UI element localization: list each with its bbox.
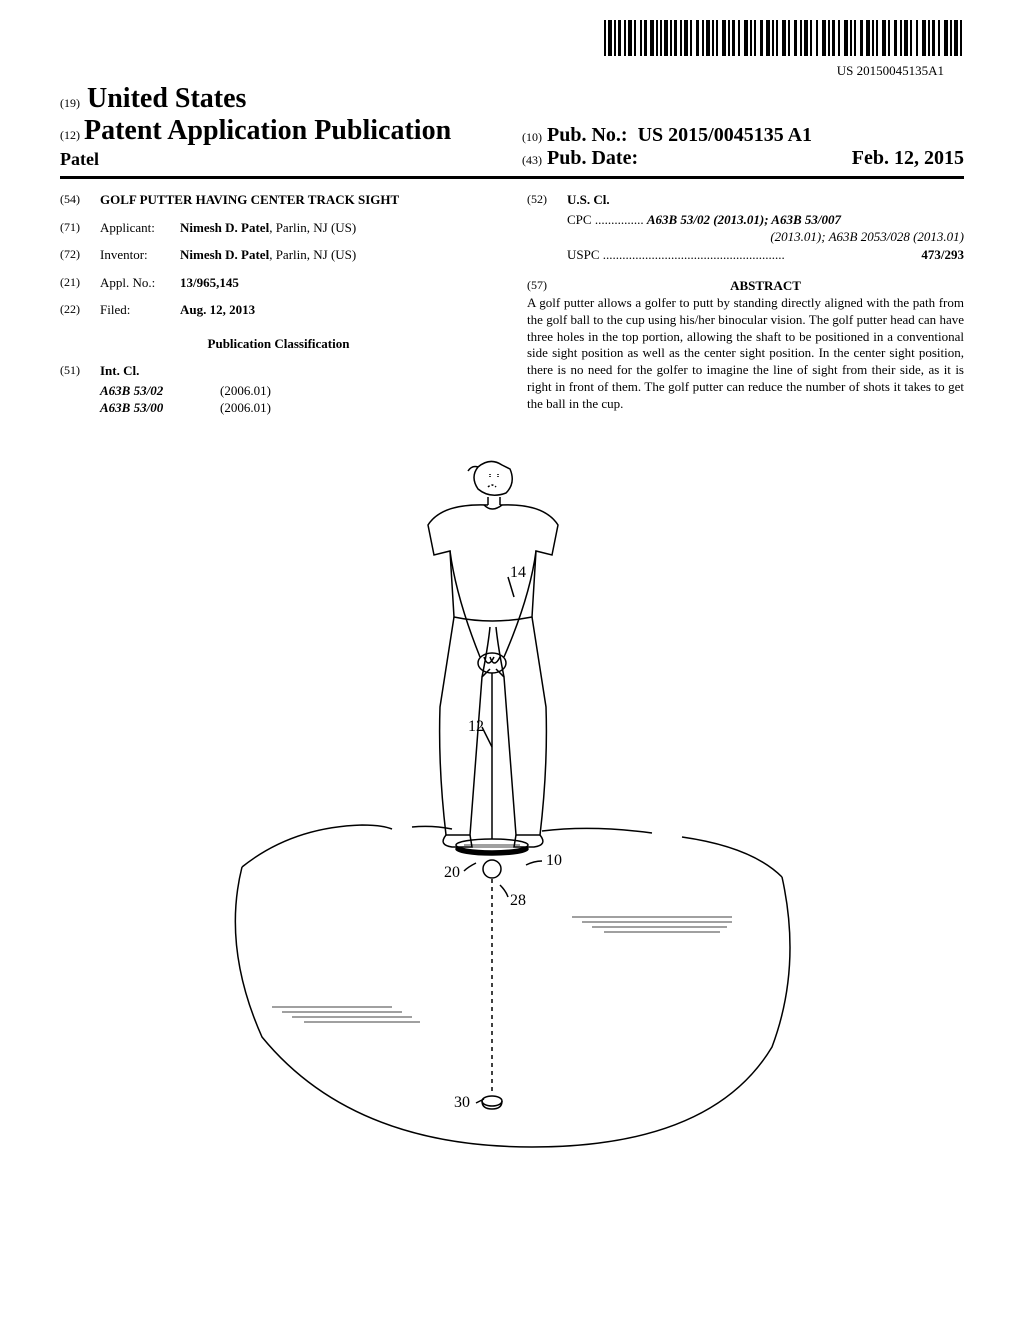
intcl-label: Int. Cl. xyxy=(100,363,139,378)
right-column: (52) U.S. Cl. CPC ............... A63B 5… xyxy=(527,191,964,417)
applicant-loc: , Parlin, NJ (US) xyxy=(269,220,356,235)
applicant-label: Applicant: xyxy=(100,219,180,237)
inventor-label: Inventor: xyxy=(100,246,180,264)
country: United States xyxy=(87,83,246,114)
pub-class-heading: Publication Classification xyxy=(60,335,497,353)
header-left: (19) United States (12) Patent Applicati… xyxy=(60,83,502,170)
inventor-loc: , Parlin, NJ (US) xyxy=(269,247,356,262)
intcl-date-1: (2006.01) xyxy=(220,399,320,417)
fig-label-30: 30 xyxy=(454,1094,470,1111)
ref-57: (57) xyxy=(527,277,567,295)
barcode-text: US 20150045135A1 xyxy=(60,63,944,79)
applno: 13/965,145 xyxy=(180,275,239,290)
header-row: (19) United States (12) Patent Applicati… xyxy=(60,83,964,170)
applno-label: Appl. No.: xyxy=(100,274,180,292)
fig-label-12: 12 xyxy=(468,718,484,735)
fig-label-10: 10 xyxy=(546,852,562,869)
ref-52: (52) xyxy=(527,191,567,209)
filed-label: Filed: xyxy=(100,301,180,319)
ref-51: (51) xyxy=(60,362,100,380)
ref-12: (12) xyxy=(60,128,80,142)
publication-type: Patent Application Publication xyxy=(84,115,451,146)
ref-72: (72) xyxy=(60,246,100,264)
fig-label-14: 14 xyxy=(510,564,526,581)
barcode-area: US 20150045135A1 xyxy=(60,20,964,79)
pub-no: US 2015/0045135 A1 xyxy=(638,124,812,146)
body-columns: (54) GOLF PUTTER HAVING CENTER TRACK SIG… xyxy=(60,191,964,417)
abstract-text: A golf putter allows a golfer to putt by… xyxy=(527,295,964,413)
patent-page: US 20150045135A1 (19) United States (12)… xyxy=(0,0,1024,1212)
left-column: (54) GOLF PUTTER HAVING CENTER TRACK SIG… xyxy=(60,191,497,417)
header-right: (10) Pub. No.: US 2015/0045135 A1 (43) P… xyxy=(502,124,964,170)
fig-label-28: 28 xyxy=(510,892,526,909)
pub-date: Feb. 12, 2015 xyxy=(852,147,964,170)
filed-date: Aug. 12, 2013 xyxy=(180,302,255,317)
patent-figure: 14 12 20 10 28 30 xyxy=(232,447,792,1167)
ref-10: (10) xyxy=(522,130,542,144)
intcl-code-0: A63B 53/02 xyxy=(100,382,220,400)
uscl-label: U.S. Cl. xyxy=(567,192,610,207)
inventor-header: Patel xyxy=(60,149,502,170)
ref-19: (19) xyxy=(60,96,80,110)
uspc-value: 473/293 xyxy=(921,246,964,264)
uspc-label: USPC xyxy=(567,247,600,262)
patent-title: GOLF PUTTER HAVING CENTER TRACK SIGHT xyxy=(100,191,497,209)
ref-21: (21) xyxy=(60,274,100,292)
intcl-code-1: A63B 53/00 xyxy=(100,399,220,417)
cpc-line2: (2013.01); A63B 2053/028 (2013.01) xyxy=(567,228,964,246)
cpc-label: CPC xyxy=(567,212,592,227)
abstract-heading: ABSTRACT xyxy=(567,277,964,295)
barcode xyxy=(604,20,964,56)
intcl-date-0: (2006.01) xyxy=(220,382,320,400)
pub-no-label: Pub. No.: xyxy=(547,124,628,146)
ref-71: (71) xyxy=(60,219,100,237)
ref-43: (43) xyxy=(522,153,542,167)
applicant-name: Nimesh D. Patel xyxy=(180,220,269,235)
rule-thick xyxy=(60,176,964,179)
fig-label-20: 20 xyxy=(444,864,460,881)
ref-22: (22) xyxy=(60,301,100,319)
inventor-name: Nimesh D. Patel xyxy=(180,247,269,262)
cpc-line1: A63B 53/02 (2013.01); A63B 53/007 xyxy=(647,212,841,227)
ref-54: (54) xyxy=(60,191,100,209)
pub-date-label: Pub. Date: xyxy=(547,147,638,169)
figure-area: 14 12 20 10 28 30 xyxy=(60,447,964,1172)
